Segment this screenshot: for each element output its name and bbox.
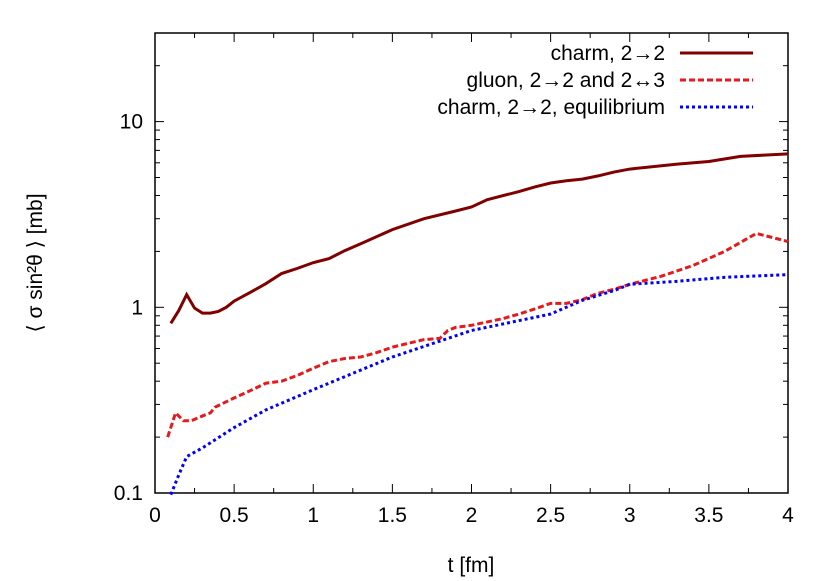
series-line-1 (166, 231, 789, 438)
legend-label: charm, 2→2 (551, 42, 665, 65)
legend-label: gluon, 2→2 and 2↔3 (467, 69, 665, 92)
x-tick-label: 0 (149, 504, 161, 527)
y-tick-label: 0.1 (114, 482, 143, 505)
x-axis-label: t [fm] (448, 554, 495, 577)
legend-label: charm, 2→2, equilibrium (437, 96, 665, 119)
y-axis-label: ⟨ σ sin²θ ⟩ [mb] (24, 193, 47, 332)
x-tick-label: 1.5 (378, 504, 407, 527)
x-tick-label: 3.5 (694, 504, 723, 527)
y-tick-label: 1 (131, 296, 143, 319)
x-tick-label: 4 (782, 504, 794, 527)
y-tick-label: 10 (120, 111, 143, 134)
x-tick-label: 1 (307, 504, 319, 527)
x-tick-label: 2 (466, 504, 478, 527)
x-tick-label: 2.5 (536, 504, 565, 527)
x-tick-label: 0.5 (220, 504, 249, 527)
x-tick-label: 3 (624, 504, 636, 527)
series-line-2 (169, 273, 789, 496)
series-line-0 (169, 152, 789, 325)
